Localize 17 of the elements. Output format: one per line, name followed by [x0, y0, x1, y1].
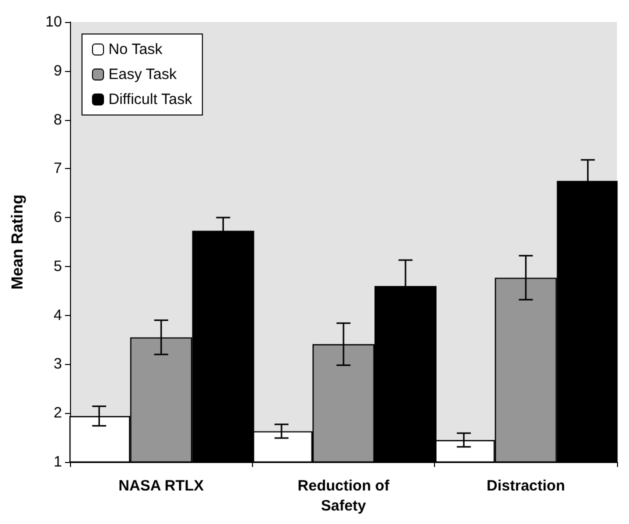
y-tick-label: 6 — [54, 209, 62, 226]
y-tick-label: 5 — [54, 258, 62, 275]
y-tick-label: 10 — [45, 14, 62, 30]
legend-label: Difficult Task — [108, 91, 193, 108]
legend-label: No Task — [108, 41, 163, 58]
x-tick-label: Reduction of Safety — [298, 478, 390, 514]
y-tick-label: 8 — [54, 111, 62, 128]
y-tick-label: 2 — [54, 404, 62, 422]
y-tick-label: 4 — [54, 306, 62, 324]
y-tick-label: 3 — [54, 356, 62, 373]
legend-label: Easy Task — [108, 66, 178, 83]
y-axis-title: Mean Rating — [10, 194, 26, 290]
y-tick-label: 7 — [54, 160, 62, 178]
y-tick-label: 1 — [54, 454, 62, 470]
x-tick-label: Distraction — [486, 478, 566, 494]
x-tick-label: NASA RTLX — [118, 478, 204, 494]
y-tick-label: 9 — [54, 62, 62, 80]
